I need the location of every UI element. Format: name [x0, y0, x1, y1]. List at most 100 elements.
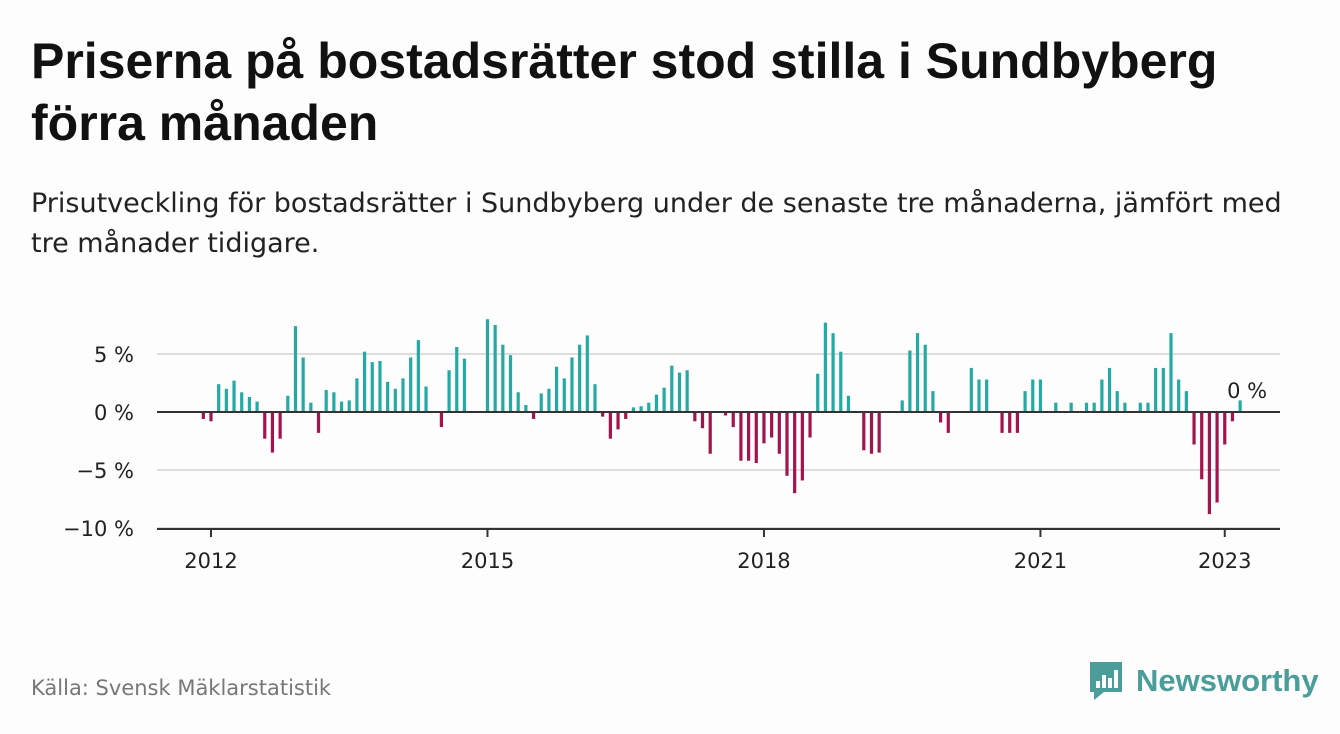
bar: [831, 333, 835, 412]
bar: [462, 358, 467, 412]
bar: [416, 340, 420, 412]
bar: [839, 351, 843, 412]
bar: [1146, 402, 1150, 412]
bar: [217, 384, 221, 412]
bar: [1192, 412, 1196, 445]
bar: [547, 388, 551, 412]
last-value-label: 0 %: [1227, 379, 1267, 403]
bar: [816, 373, 820, 412]
bar: [293, 326, 298, 412]
bar: [677, 372, 682, 412]
chart-subtitle: Prisutveckling för bostadsrätter i Sundb…: [31, 188, 1282, 259]
bar: [1161, 367, 1165, 412]
bar: [316, 412, 321, 433]
bar: [1069, 402, 1073, 412]
bar: [278, 412, 282, 439]
bar: [754, 412, 758, 464]
bar: [1100, 379, 1104, 412]
bar: [1115, 391, 1119, 412]
bar: [562, 378, 566, 412]
bar: [823, 322, 827, 412]
bar: [616, 412, 620, 430]
bar: [1238, 400, 1242, 412]
bar: [301, 357, 305, 412]
bar: [1184, 391, 1188, 412]
bar: [923, 344, 927, 412]
bar: [631, 407, 635, 412]
bar: [900, 400, 904, 412]
brand-name: Newsworthy: [1136, 663, 1319, 698]
bar: [570, 357, 574, 412]
y-tick-label: 5 %: [94, 343, 134, 367]
bar: [693, 412, 697, 422]
bar: [508, 355, 513, 412]
bar: [639, 406, 643, 412]
bar: [232, 380, 236, 412]
bar: [654, 394, 659, 412]
bar: [1107, 367, 1112, 412]
bar: [439, 412, 443, 428]
bar: [708, 412, 712, 454]
bar: [424, 386, 428, 412]
bar: [485, 319, 490, 412]
bar: [1023, 391, 1027, 412]
bar: [869, 412, 874, 454]
y-tick-label: −10 %: [63, 517, 134, 541]
bar: [593, 384, 597, 412]
bar: [309, 402, 313, 412]
bar: [1031, 379, 1035, 412]
bar: [555, 366, 559, 412]
bar: [762, 412, 766, 444]
bar: [386, 381, 390, 412]
bar: [1123, 402, 1127, 412]
bar: [608, 412, 612, 439]
bar: [1223, 412, 1227, 445]
bar: [601, 412, 605, 417]
bar: [700, 412, 705, 429]
bar: [1000, 412, 1004, 433]
x-tick-label: 2015: [461, 549, 514, 573]
bar: [324, 389, 328, 412]
bar: [224, 388, 228, 412]
bar: [1154, 367, 1158, 412]
bar: [731, 412, 735, 428]
bar: [770, 412, 774, 438]
bar: [931, 391, 935, 412]
bar-chart: 5 % 0 % −5 % −10 % 2012 2015 2018 2021 2023 0 %: [63, 319, 1280, 573]
bar: [624, 412, 628, 419]
bar: [409, 357, 413, 412]
bar: [908, 350, 912, 412]
bar: [201, 412, 205, 419]
bar: [877, 412, 881, 453]
bar: [493, 325, 497, 412]
bar: [585, 335, 589, 412]
bar: [393, 388, 397, 412]
bar: [793, 412, 797, 494]
bar: [739, 412, 743, 461]
bar: [985, 379, 989, 412]
bar: [370, 362, 374, 412]
bar: [270, 412, 275, 453]
x-tick-label: 2018: [737, 549, 790, 573]
bar: [747, 412, 751, 461]
bar: [363, 351, 367, 412]
bar: [524, 405, 528, 412]
bar: [1084, 402, 1089, 412]
x-tick-label: 2012: [184, 549, 237, 573]
bar: [647, 402, 651, 412]
bar: [332, 392, 336, 412]
bar: [723, 412, 728, 416]
bar: [1169, 333, 1173, 412]
bar: [939, 412, 943, 423]
bar: [447, 370, 451, 412]
bar: [1015, 412, 1019, 433]
bar: [355, 378, 359, 412]
brand-logo[interactable]: Newsworthy: [1088, 660, 1319, 702]
bar: [1008, 412, 1012, 433]
x-tick-label: 2023: [1198, 549, 1251, 573]
bar: [401, 378, 405, 412]
bar: [1092, 402, 1096, 412]
y-tick-label: −5 %: [76, 459, 134, 483]
bar: [1138, 402, 1142, 412]
bar: [347, 400, 351, 412]
